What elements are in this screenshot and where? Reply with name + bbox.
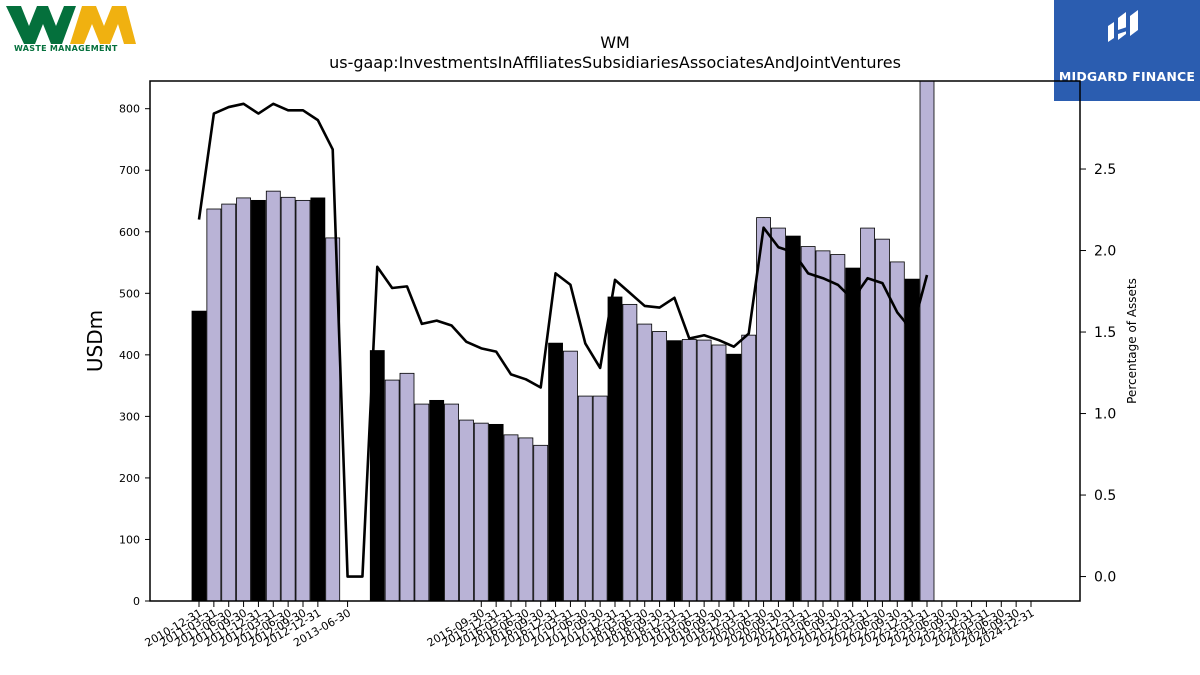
y2-tick-label: 0.0 <box>1094 570 1116 586</box>
bar <box>533 444 549 602</box>
bar <box>756 217 771 602</box>
y-tick-label: 600 <box>119 226 140 239</box>
wm-logo-text: WASTE MANAGEMENT <box>14 44 118 53</box>
y2-tick-label: 0.5 <box>1094 488 1116 504</box>
mf-mark-left <box>1108 22 1114 42</box>
bar <box>741 334 757 602</box>
midgard-logo-mark <box>1108 10 1138 42</box>
y-tick-label: 200 <box>119 472 140 485</box>
wm-logo-w <box>6 6 76 44</box>
mf-mark-right <box>1130 10 1138 36</box>
wm-logo-m <box>70 6 136 44</box>
bar <box>830 254 846 602</box>
bar <box>236 197 251 602</box>
y-tick-label: 500 <box>119 287 140 300</box>
bar <box>637 323 653 602</box>
bar <box>488 423 504 602</box>
waste-management-logo: WASTE MANAGEMENT <box>4 4 140 56</box>
line-group <box>197 102 929 578</box>
bar <box>384 379 400 602</box>
bar <box>667 340 682 602</box>
bar <box>295 199 311 602</box>
bar <box>785 235 801 602</box>
y-tick-label: 700 <box>119 164 140 177</box>
bar <box>473 422 489 602</box>
midgard-finance-logo: MIDGARD FINANCE <box>1054 0 1200 101</box>
bar <box>548 342 563 602</box>
bar <box>310 197 326 602</box>
y-axis-label: USDm <box>83 310 107 372</box>
bar <box>681 339 697 602</box>
bar <box>221 203 237 602</box>
y2-tick-label: 1.0 <box>1094 407 1116 423</box>
y-tick-label: 100 <box>119 533 140 546</box>
bar <box>607 296 623 602</box>
bar <box>592 395 608 602</box>
bar <box>800 246 816 602</box>
bar <box>265 190 281 602</box>
bar <box>280 196 296 602</box>
bar <box>251 199 266 602</box>
midgard-logo-text: MIDGARD FINANCE <box>1058 69 1196 84</box>
bar <box>711 344 727 602</box>
chart-subtitle: us-gaap:InvestmentsInAffiliatesSubsidiar… <box>329 53 901 72</box>
bar <box>652 331 667 602</box>
y2-tick-label: 2.5 <box>1094 162 1116 178</box>
bar <box>771 227 786 602</box>
axes-group: 0 100 200 300 400 500 600 700 800 0.0 0.5 1.0 1.5 2.0… <box>119 80 1116 650</box>
y-tick-label: 400 <box>119 349 140 362</box>
bar <box>399 372 415 602</box>
bar <box>191 310 207 602</box>
bar <box>696 339 712 602</box>
bar <box>815 250 831 602</box>
bar <box>577 395 593 602</box>
y2-tick-label: 2.0 <box>1094 244 1116 260</box>
bar <box>726 353 742 602</box>
bar <box>459 419 474 602</box>
bars-group <box>191 80 935 602</box>
bar <box>563 350 578 602</box>
bar <box>919 80 935 602</box>
bar <box>444 403 459 602</box>
series-line <box>197 102 929 578</box>
bar <box>429 399 445 602</box>
y2-axis-label: Percentage of Assets <box>1125 278 1139 404</box>
y2-tick-label: 1.5 <box>1094 325 1116 341</box>
chart-title: WM <box>600 33 630 52</box>
y-tick-label: 0 <box>133 595 140 608</box>
bar <box>503 434 519 602</box>
bar <box>206 208 222 602</box>
mf-mark-cut <box>1118 26 1130 34</box>
bar <box>518 437 534 602</box>
bar <box>622 303 638 602</box>
bar <box>845 267 861 602</box>
y-tick-label: 800 <box>119 103 140 116</box>
y-tick-label: 300 <box>119 410 140 423</box>
wm-logo-mark <box>6 6 136 44</box>
bar <box>414 403 430 602</box>
